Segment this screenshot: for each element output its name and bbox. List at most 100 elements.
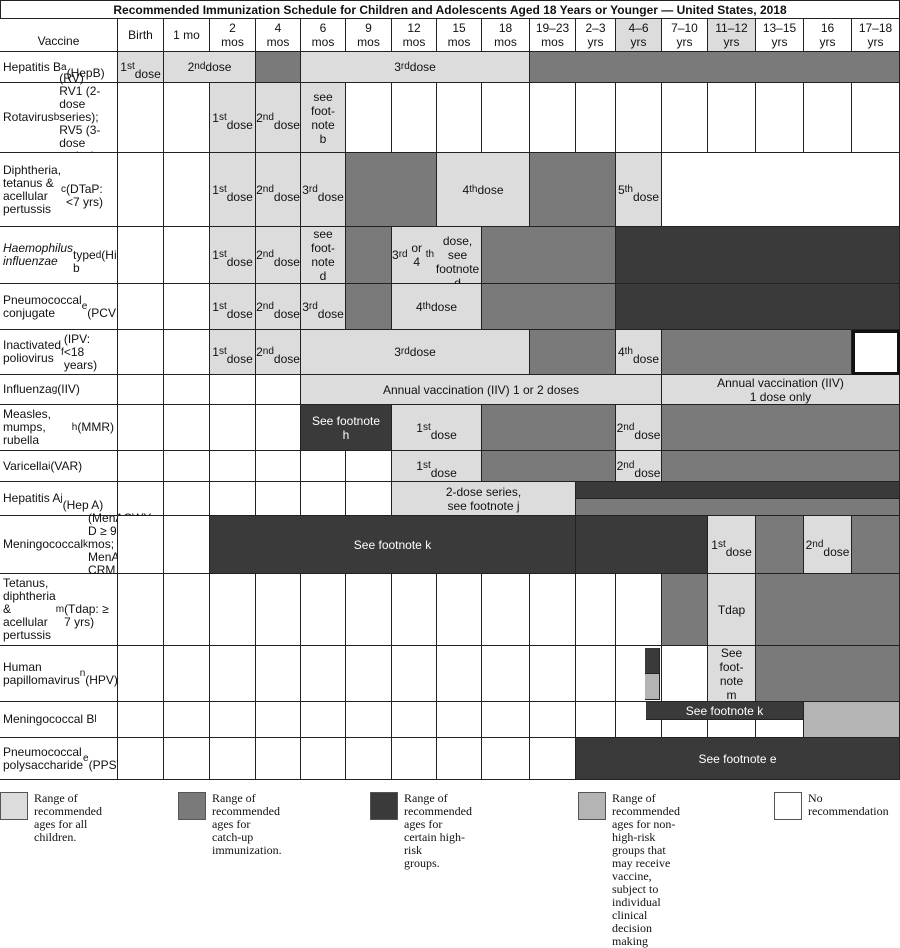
empty-cell [118, 646, 164, 702]
age-label: 13–15 yrs [762, 21, 797, 49]
age-header-16: 17–18 yrs [852, 19, 900, 52]
empty-cell [392, 574, 437, 646]
schedule-segment-hepa-1a [576, 482, 900, 499]
age-label: 4 mos [266, 21, 290, 49]
empty-cell [210, 574, 256, 646]
age-header-11: 4–6 yrs [616, 19, 662, 52]
empty-cell [118, 482, 164, 516]
empty-cell [804, 83, 852, 153]
empty-cell [164, 574, 210, 646]
empty-cell [164, 482, 210, 516]
empty-cell [437, 83, 482, 153]
empty-cell [164, 646, 210, 702]
schedule-segment-hepb-4 [530, 52, 900, 83]
empty-cell [576, 574, 616, 646]
empty-cell [164, 405, 210, 451]
empty-cell [210, 482, 256, 516]
schedule-segment-mmr-0: See footnote h [301, 405, 392, 451]
empty-cell [576, 83, 616, 153]
empty-cell [346, 83, 392, 153]
vaccine-label-iiv: Influenza g (IIV) [0, 375, 118, 405]
age-header-15: 16 yrs [804, 19, 852, 52]
empty-cell [346, 574, 392, 646]
age-label: 1 mo [173, 28, 200, 42]
empty-cell [392, 83, 437, 153]
empty-cell [708, 83, 756, 153]
age-header-13: 11–12 yrs [708, 19, 756, 52]
empty-cell [256, 482, 301, 516]
empty-cell [118, 284, 164, 330]
schedule-segment-pcv-3 [346, 284, 392, 330]
schedule-segment-pcv-5 [482, 284, 616, 330]
age-label: 18 mos [494, 21, 517, 49]
empty-cell [256, 702, 301, 738]
age-header-3: 4 mos [256, 19, 301, 52]
schedule-segment-var-3 [662, 451, 900, 482]
age-label: 7–10 yrs [671, 21, 698, 49]
empty-cell [616, 83, 662, 153]
schedule-segment-ipv-3 [530, 330, 616, 375]
vaccine-label-hpv: Human papillomavirus n (HPV) [0, 646, 118, 702]
empty-cell [392, 646, 437, 702]
schedule-segment-hpv-1 [756, 646, 900, 702]
empty-cell [256, 738, 301, 780]
schedule-title: Recommended Immunization Schedule for Ch… [0, 0, 900, 19]
empty-cell [346, 451, 392, 482]
empty-cell [576, 702, 616, 738]
age-label: 12 mos [402, 21, 426, 49]
empty-cell [118, 451, 164, 482]
empty-cell [482, 702, 530, 738]
empty-cell [118, 227, 164, 284]
age-label: 9 mos [357, 21, 380, 49]
legend-swatch [0, 792, 28, 820]
empty-cell [301, 646, 346, 702]
vaccine-label-pcv: Pneumococcal conjugate e (PCV13) [0, 284, 133, 330]
empty-cell [301, 451, 346, 482]
age-label: Birth [128, 28, 153, 42]
empty-cell [210, 405, 256, 451]
empty-cell [210, 451, 256, 482]
schedule-segment-tdap-2 [756, 574, 900, 646]
empty-cell [576, 646, 616, 702]
vaccine-column-header: Vaccine [0, 19, 118, 52]
age-label: 4–6 yrs [628, 21, 649, 49]
empty-cell [756, 83, 804, 153]
empty-cell [118, 405, 164, 451]
empty-cell [530, 646, 576, 702]
vaccine-label-var: Varicella i (VAR) [0, 451, 118, 482]
empty-cell [530, 574, 576, 646]
empty-cell [118, 375, 164, 405]
empty-cell [437, 702, 482, 738]
empty-cell [256, 451, 301, 482]
schedule-segment-hib-3 [346, 227, 392, 284]
empty-cell [530, 738, 576, 780]
schedule-segment-hepa-0: 2-dose series, see footnote j [392, 482, 576, 516]
empty-cell [164, 375, 210, 405]
vaccine-label-dtap: Diphtheria, tetanus & acellular pertussis c(… [0, 153, 118, 227]
age-header-12: 7–10 yrs [662, 19, 708, 52]
immunization-schedule-table: Recommended Immunization Schedule for Ch… [0, 0, 900, 780]
schedule-segment-hib-5 [482, 227, 616, 284]
empty-cell [616, 574, 662, 646]
menb-highrisk-band: See footnote k [646, 702, 804, 720]
schedule-segment-hepa-1b [576, 499, 900, 516]
